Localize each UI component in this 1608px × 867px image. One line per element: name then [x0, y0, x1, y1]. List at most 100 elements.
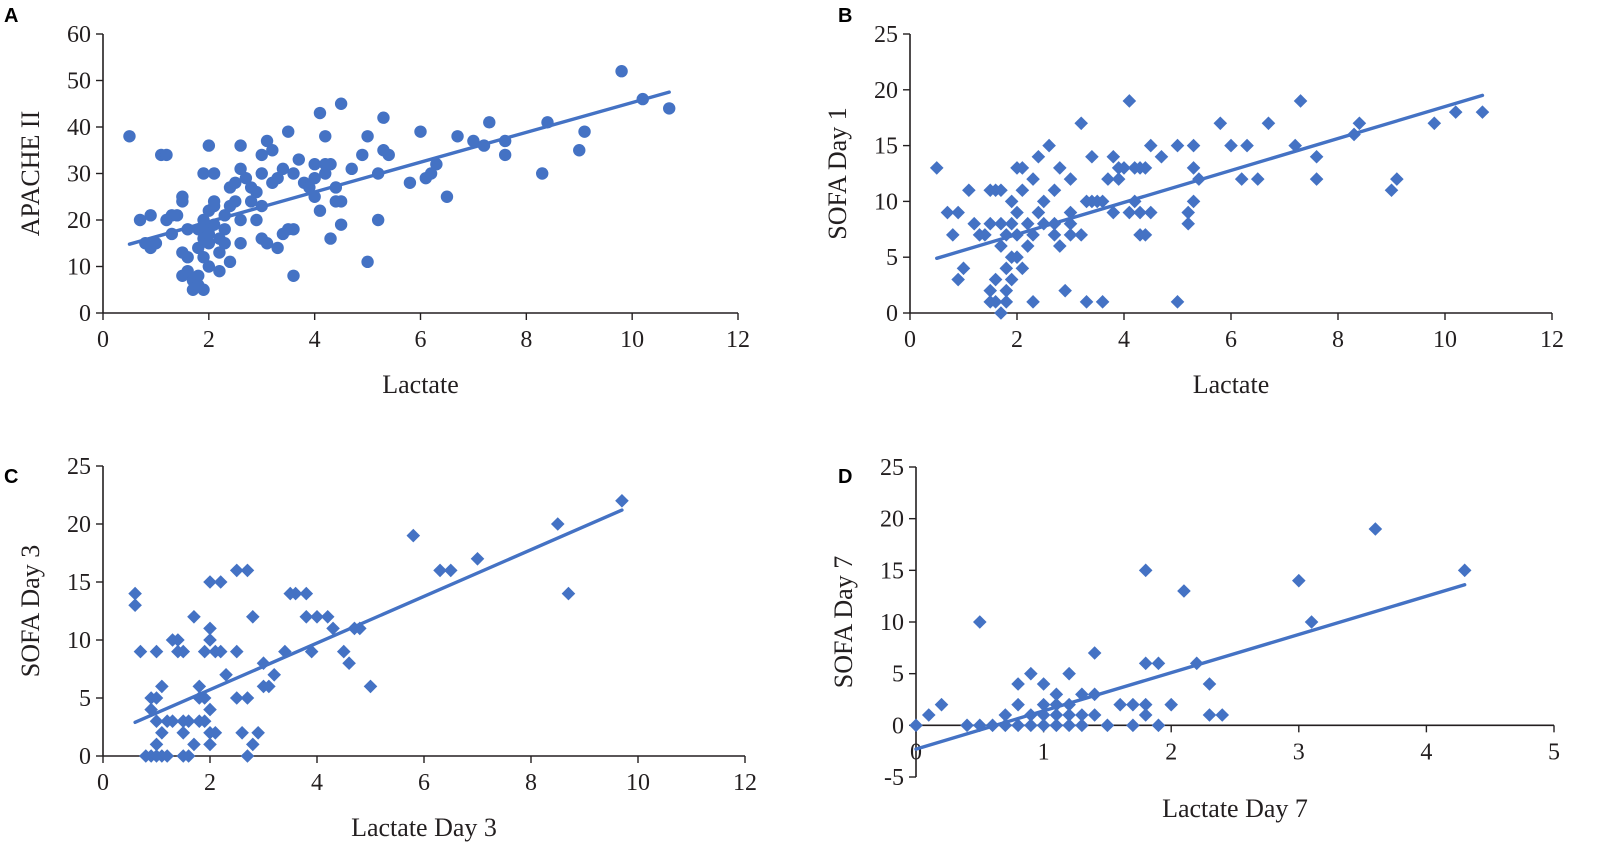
panel-a-data-point: [271, 171, 284, 185]
panel-a-data-point: [308, 158, 321, 171]
panel-c-data-point: [443, 563, 458, 578]
panel-b-y-tick-label: 25: [874, 22, 898, 48]
panel-a-data-point: [181, 251, 194, 264]
panel-c-y-tick-label: 10: [67, 628, 91, 654]
panel-a-data-point: [234, 237, 247, 250]
panel-a-data-point: [160, 148, 173, 162]
panel-c-x-tick-label: 4: [311, 770, 323, 796]
panel-b-data-point: [967, 216, 981, 231]
panel-d-data-point: [1138, 708, 1153, 722]
panel-a-data-point: [414, 125, 427, 138]
panel-b-data-point: [978, 228, 992, 242]
panel-a-data-point: [260, 134, 274, 148]
panel-a-data-point: [403, 176, 417, 189]
panel-c-data-point: [208, 726, 223, 740]
panel-c-data-point: [149, 691, 164, 705]
panel-c-x-axis-title: Lactate Day 3: [351, 813, 497, 842]
panel-b-data-point: [1036, 194, 1051, 209]
panel-b-data-point: [1095, 295, 1110, 309]
panel-c-data-point: [320, 610, 335, 624]
panel-a-data-point: [313, 106, 327, 120]
panel-c-data-point: [203, 737, 217, 752]
panel-a-data-point: [573, 144, 586, 157]
panel-b-data-point: [1186, 161, 1201, 175]
panel-b-y-tick-label: 20: [874, 78, 898, 104]
panel-a-data-point: [234, 139, 247, 152]
panel-b-data-point: [1117, 161, 1131, 175]
panel-b-data-point: [1234, 172, 1249, 186]
panel-c-data-point: [246, 610, 260, 624]
panel-a-data-point: [440, 190, 454, 203]
panel-c-data-point: [219, 668, 233, 682]
panel-a-data-point: [467, 134, 480, 148]
panel-c-y-tick-label: 0: [79, 744, 91, 770]
panel-d-trend-line: [914, 583, 1467, 751]
panel-a-data-point: [170, 209, 184, 222]
panel-c-x-tick-label: 8: [525, 770, 537, 796]
panel-c-data-point: [128, 586, 142, 601]
panel-b-x-axis-title: Lactate: [1193, 370, 1270, 399]
panel-a-data-point: [192, 269, 205, 282]
panel-b-data-point: [1095, 194, 1110, 209]
panel-b-data-point: [1170, 138, 1185, 153]
panel-a-data-point: [202, 139, 216, 152]
panel-b-data-point: [1293, 94, 1308, 108]
panel-d-data-point: [998, 708, 1013, 722]
panel-d-data-point: [1113, 697, 1127, 712]
panel-b-data-point: [1154, 149, 1169, 164]
panel-d-data-point: [934, 697, 949, 712]
panel-c-data-point: [550, 517, 565, 531]
panel-b-data-point: [1074, 116, 1088, 131]
panel-a-data-point: [197, 251, 210, 264]
panel-c-data-point: [278, 644, 292, 659]
panel-b-data-point: [1015, 161, 1030, 175]
panel-b-data-point: [988, 295, 1003, 309]
panel-a-data-point: [218, 223, 231, 236]
panel-c-data-point: [288, 586, 303, 601]
panel-b-data-point: [1122, 205, 1137, 220]
panel-c-data-point: [299, 586, 314, 601]
panel-b-data-point: [1352, 116, 1367, 131]
panel-d-data-point: [973, 615, 987, 629]
panel-b-data-point: [962, 183, 976, 198]
panel-b-trend-line: [935, 93, 1485, 261]
panel-b-data-point: [1020, 239, 1035, 253]
panel-d-data-point: [1138, 656, 1153, 671]
panel-a-data-point: [292, 153, 305, 166]
panel-b-data-point: [1106, 205, 1121, 220]
panel-a-data-point: [144, 209, 157, 222]
panel-a-x-tick-label: 6: [415, 327, 427, 353]
panel-d-data-point: [1151, 656, 1166, 671]
panel-d-y-tick-label: -5: [884, 765, 904, 791]
panel-b-letter: B: [838, 5, 852, 27]
panel-c-data-point: [326, 621, 340, 636]
panel-b-data-point: [1047, 183, 1062, 198]
panel-a-data-point: [430, 158, 443, 171]
panel-d-y-tick-label: 5: [892, 662, 904, 688]
panel-d-data-point: [1075, 708, 1089, 722]
panel-b-data-point: [1261, 116, 1276, 131]
panel-b-x-tick-label: 10: [1433, 327, 1457, 353]
panel-b-data-point: [1138, 228, 1153, 242]
panel-d-data-point: [1292, 573, 1306, 588]
panel-b-data-point: [994, 216, 1008, 231]
panel-c-data-point: [155, 679, 169, 694]
panel-d-x-tick-label: 1: [1038, 739, 1050, 765]
panel-d-data-point: [1138, 563, 1153, 578]
panel-d-data-point: [1036, 677, 1051, 691]
panel-a-data-point: [133, 213, 147, 227]
panel-a-data-point: [319, 130, 332, 143]
panel-d-data-point: [1049, 687, 1064, 702]
panel-a-data-point: [229, 195, 242, 208]
panel-d-data-point: [1457, 563, 1472, 578]
panel-d-data-point: [960, 718, 974, 733]
panel-d-data-point: [1138, 697, 1153, 712]
panel-d-y-tick-label: 25: [880, 455, 904, 481]
panel-b-data-point: [1224, 138, 1238, 153]
panel-a-data-point: [615, 65, 628, 78]
panel-c-data-point: [262, 679, 276, 694]
panel-b-y-tick-label: 15: [874, 134, 898, 160]
panel-b-data-point: [1010, 205, 1024, 220]
panel-c-data-point: [251, 726, 265, 740]
panel-a-y-tick-label: 40: [67, 115, 91, 141]
